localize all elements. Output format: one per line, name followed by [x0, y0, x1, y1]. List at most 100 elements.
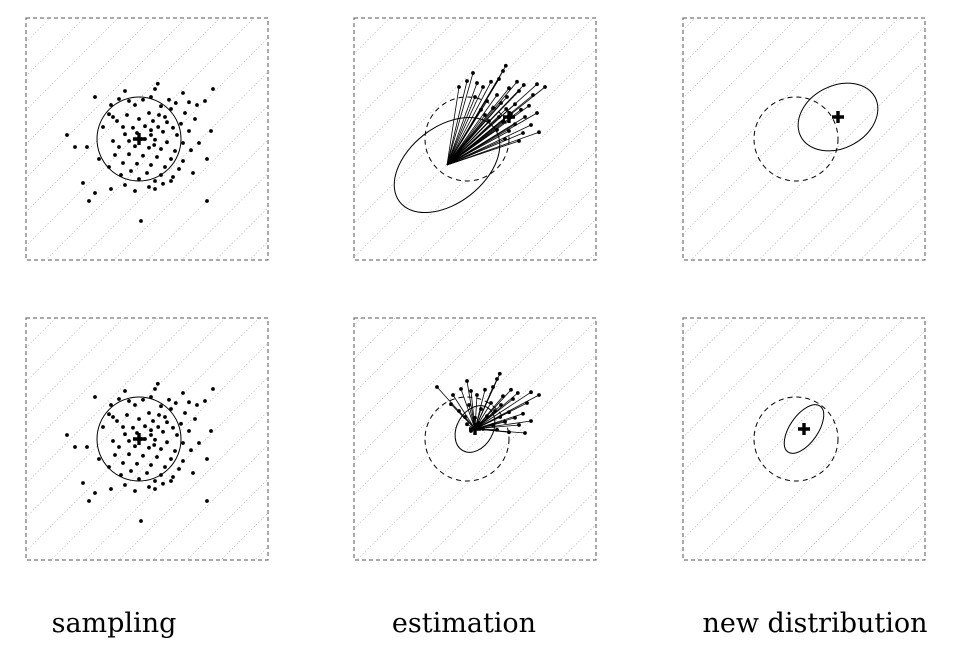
- sample-point: [109, 187, 113, 191]
- distribution-circle: [96, 396, 182, 482]
- sample-point: [529, 419, 533, 423]
- estimation-ray: [446, 114, 486, 166]
- sample-point: [523, 431, 527, 435]
- sample-point: [143, 124, 147, 129]
- sample-point: [139, 519, 143, 523]
- sample-point: [457, 85, 461, 89]
- sample-point: [161, 181, 165, 186]
- sample-point: [135, 161, 139, 166]
- sample-point: [101, 125, 105, 129]
- sample-point: [155, 81, 160, 86]
- sample-point: [515, 79, 519, 84]
- sample-point: [171, 125, 175, 130]
- sample-point: [73, 445, 77, 449]
- sample-point: [93, 395, 97, 399]
- sample-point: [465, 379, 469, 383]
- estimation-ray: [452, 394, 476, 430]
- hatch-background: [683, 18, 925, 260]
- estimation-ray: [446, 96, 476, 166]
- sample-point: [173, 449, 177, 453]
- sample-point: [161, 129, 165, 134]
- estimation-ray: [446, 86, 460, 166]
- caption-sampling: sampling: [51, 608, 177, 639]
- sample-point: [535, 82, 539, 87]
- sample-point: [513, 415, 517, 420]
- sample-point: [129, 169, 133, 173]
- sample-point: [135, 461, 139, 466]
- sample-point: [149, 128, 153, 133]
- sample-point: [515, 391, 520, 395]
- sample-point: [501, 119, 505, 124]
- sample-point: [523, 115, 527, 119]
- sample-point: [151, 419, 155, 423]
- sample-point: [127, 152, 131, 157]
- estimation-ray: [446, 138, 506, 166]
- estimated-covariance-ellipse: [393, 116, 501, 214]
- sample-point: [467, 403, 471, 407]
- sample-point: [537, 130, 541, 135]
- sample-point: [149, 133, 153, 137]
- estimation-ray: [446, 94, 498, 166]
- sample-point: [465, 422, 469, 427]
- sample-point: [511, 397, 515, 401]
- sample-point: [171, 175, 175, 179]
- estimation-ray: [474, 391, 532, 430]
- sample-point: [137, 477, 141, 481]
- sample-point: [505, 95, 509, 99]
- sample-point: [203, 399, 207, 403]
- sample-point: [127, 99, 131, 103]
- sample-point: [165, 420, 169, 425]
- sample-point: [165, 120, 169, 125]
- sample-point: [435, 385, 439, 389]
- sample-point: [189, 148, 193, 153]
- sample-point: [211, 87, 215, 91]
- sample-point: [159, 404, 163, 409]
- sample-point: [513, 102, 517, 107]
- sample-point: [125, 113, 129, 117]
- sample-point: [181, 459, 185, 463]
- sample-point: [167, 97, 171, 102]
- sample-point: [181, 441, 185, 445]
- sample-point: [133, 189, 137, 193]
- estimation-ray: [446, 129, 498, 166]
- sample-point: [167, 397, 171, 402]
- sample-point: [171, 475, 175, 479]
- sample-point: [65, 433, 69, 437]
- sample-point: [477, 421, 481, 425]
- sample-point: [165, 140, 169, 145]
- sample-point: [479, 107, 483, 112]
- hatch-background: [354, 318, 596, 560]
- sample-point: [153, 437, 157, 442]
- panel-frame: [25, 17, 269, 261]
- sample-point: [163, 415, 167, 419]
- sample-point: [111, 115, 115, 119]
- sample-point: [509, 387, 513, 392]
- panel-frame: [353, 17, 597, 261]
- panel-new-distribution-row-2: [682, 317, 926, 561]
- estimation-ray: [446, 82, 478, 166]
- sample-point: [499, 403, 503, 407]
- sample-point: [155, 455, 159, 459]
- estimation-ray: [446, 140, 520, 166]
- sample-point: [187, 429, 191, 433]
- sample-point: [81, 181, 85, 185]
- sample-point: [159, 147, 163, 151]
- sample-point: [152, 443, 157, 447]
- sample-point: [121, 461, 125, 465]
- sample-point: [191, 171, 195, 175]
- sample-point: [93, 191, 97, 195]
- sample-point: [147, 445, 151, 450]
- sample-point: [169, 479, 173, 483]
- sample-point: [173, 401, 178, 405]
- sample-point: [87, 199, 91, 203]
- sample-point: [497, 371, 502, 376]
- sample-point: [205, 157, 209, 161]
- sample-point: [133, 444, 137, 449]
- sample-point: [529, 123, 533, 127]
- sample-point: [125, 413, 129, 417]
- sample-point: [107, 112, 111, 117]
- previous-distribution-circle: [753, 396, 839, 482]
- new-distribution-ellipse: [783, 404, 825, 454]
- estimation-ray: [474, 428, 526, 434]
